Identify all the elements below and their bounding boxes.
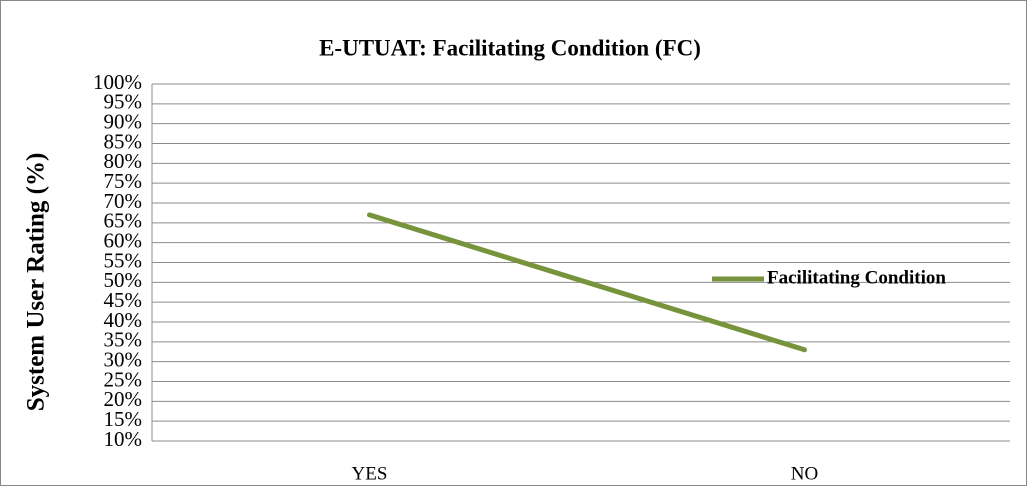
legend-label: Facilitating Condition <box>767 267 946 288</box>
y-tick-label: 20% <box>104 387 143 411</box>
y-tick-label: 55% <box>104 248 143 272</box>
data-line <box>367 212 807 353</box>
y-tick-label: 60% <box>104 228 143 252</box>
x-tick-label: NO <box>791 463 818 484</box>
y-tick-label: 25% <box>104 367 143 391</box>
y-tick-label: 35% <box>104 328 143 352</box>
y-tick-label: 95% <box>104 90 143 114</box>
y-tick-label: 15% <box>104 407 143 431</box>
y-tick-label: 85% <box>104 129 143 153</box>
y-tick-label: 30% <box>104 347 143 371</box>
x-tick-label: YES <box>352 463 388 484</box>
y-tick-label: 100% <box>93 70 142 94</box>
chart-title: E-UTUAT: Facilitating Condition (FC) <box>319 35 701 60</box>
y-tick-label: 10% <box>104 427 143 451</box>
y-tick-label: 90% <box>104 109 143 133</box>
y-tick-label: 40% <box>104 308 143 332</box>
y-tick-label: 50% <box>104 268 143 292</box>
y-tick-label: 65% <box>104 209 143 233</box>
y-tick-label: 45% <box>104 288 143 312</box>
y-tick-label: 80% <box>104 149 143 173</box>
y-tick-label: 75% <box>104 169 143 193</box>
y-tick-label: 70% <box>104 189 143 213</box>
y-axis-label: System User Rating (%) <box>23 153 50 412</box>
